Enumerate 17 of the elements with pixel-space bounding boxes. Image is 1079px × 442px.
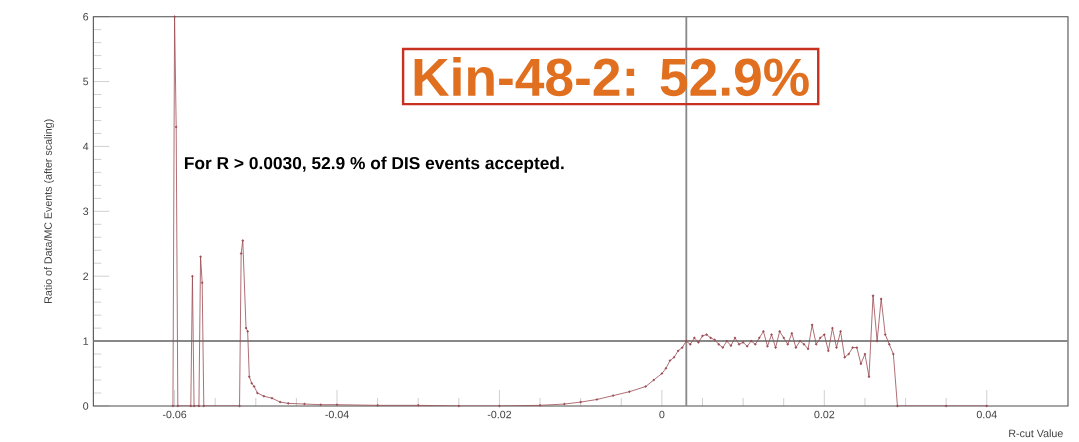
y-tick-label: 4: [82, 142, 89, 151]
x-tick-label: -0.06: [162, 410, 187, 419]
y-tick-label: 2: [83, 272, 89, 280]
y-tick-label: 6: [83, 12, 89, 21]
annotation: Kin-48-2: 52.9%: [414, 57, 809, 97]
annotation: For R > 0.0030, 52.9 % of DIS events accepted.: [184, 156, 564, 173]
x-axis-title: R-cut Value: [1009, 429, 1063, 438]
x-tick-label: -0.02: [487, 410, 512, 419]
y-axis-title: Ratio of Data/MC Events (after scaling): [44, 119, 54, 303]
y-tick-label: 1: [83, 337, 89, 345]
x-tick-label: -0.04: [325, 410, 349, 419]
y-tick-label: 3: [83, 207, 89, 216]
y-tick-label: 0: [83, 402, 89, 410]
y-tick-label: 5: [83, 77, 89, 86]
x-tick-label: 0.02: [814, 410, 835, 419]
x-tick-label: 0: [659, 410, 665, 419]
x-tick-label: 0.04: [976, 410, 997, 419]
